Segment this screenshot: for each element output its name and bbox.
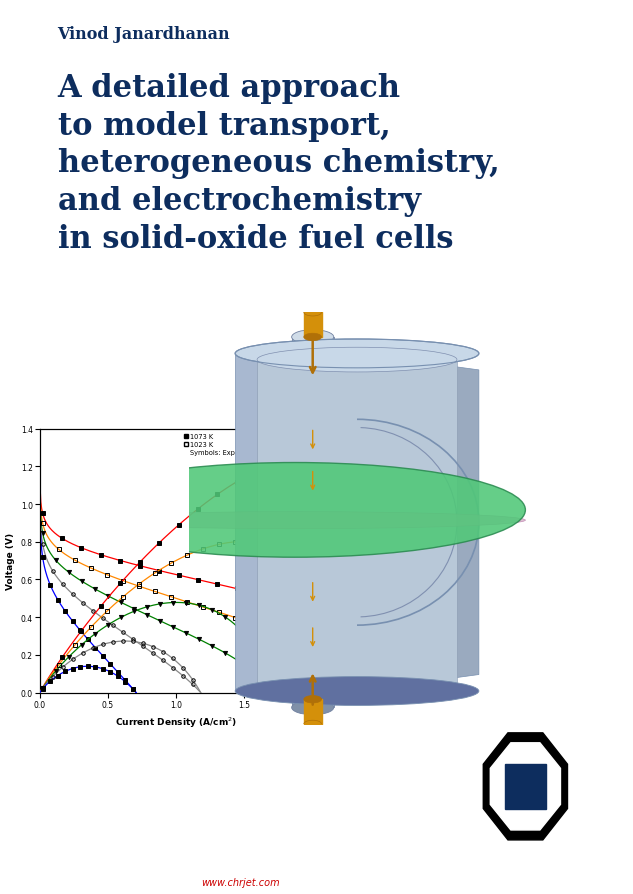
Polygon shape	[483, 733, 568, 840]
Ellipse shape	[304, 721, 322, 728]
Ellipse shape	[304, 696, 322, 704]
Ellipse shape	[257, 348, 457, 373]
Polygon shape	[491, 743, 560, 830]
Text: Vinod Janardhanan: Vinod Janardhanan	[58, 26, 230, 43]
Ellipse shape	[292, 331, 334, 345]
Polygon shape	[357, 354, 479, 691]
X-axis label: Current Density (A/cm$^2$): Current Density (A/cm$^2$)	[115, 714, 237, 729]
Ellipse shape	[65, 463, 525, 558]
Text: www.chrjet.com: www.chrjet.com	[201, 877, 280, 888]
Y-axis label: Power Density (W/cm$^2$): Power Density (W/cm$^2$)	[327, 510, 341, 611]
FancyBboxPatch shape	[505, 764, 546, 809]
Ellipse shape	[235, 340, 479, 368]
Ellipse shape	[292, 701, 334, 715]
Legend: 1073 K, 1023 K, Symbols: Exp, 973 K, 923 K, Lines : Sim, 873 K: 1073 K, 1023 K, Symbols: Exp, 973 K, 923…	[182, 433, 309, 457]
Text: A detailed approach
to model transport,
heterogeneous chemistry,
and electrochem: A detailed approach to model transport, …	[58, 73, 499, 255]
Text: universitätsverlag karlsruhe: universitätsverlag karlsruhe	[419, 864, 614, 878]
Ellipse shape	[304, 309, 322, 316]
Ellipse shape	[65, 512, 525, 529]
Polygon shape	[257, 360, 457, 685]
Polygon shape	[235, 354, 357, 691]
Polygon shape	[292, 338, 334, 708]
Ellipse shape	[235, 677, 479, 705]
Y-axis label: Voltage (V): Voltage (V)	[6, 533, 15, 589]
Ellipse shape	[304, 333, 322, 342]
